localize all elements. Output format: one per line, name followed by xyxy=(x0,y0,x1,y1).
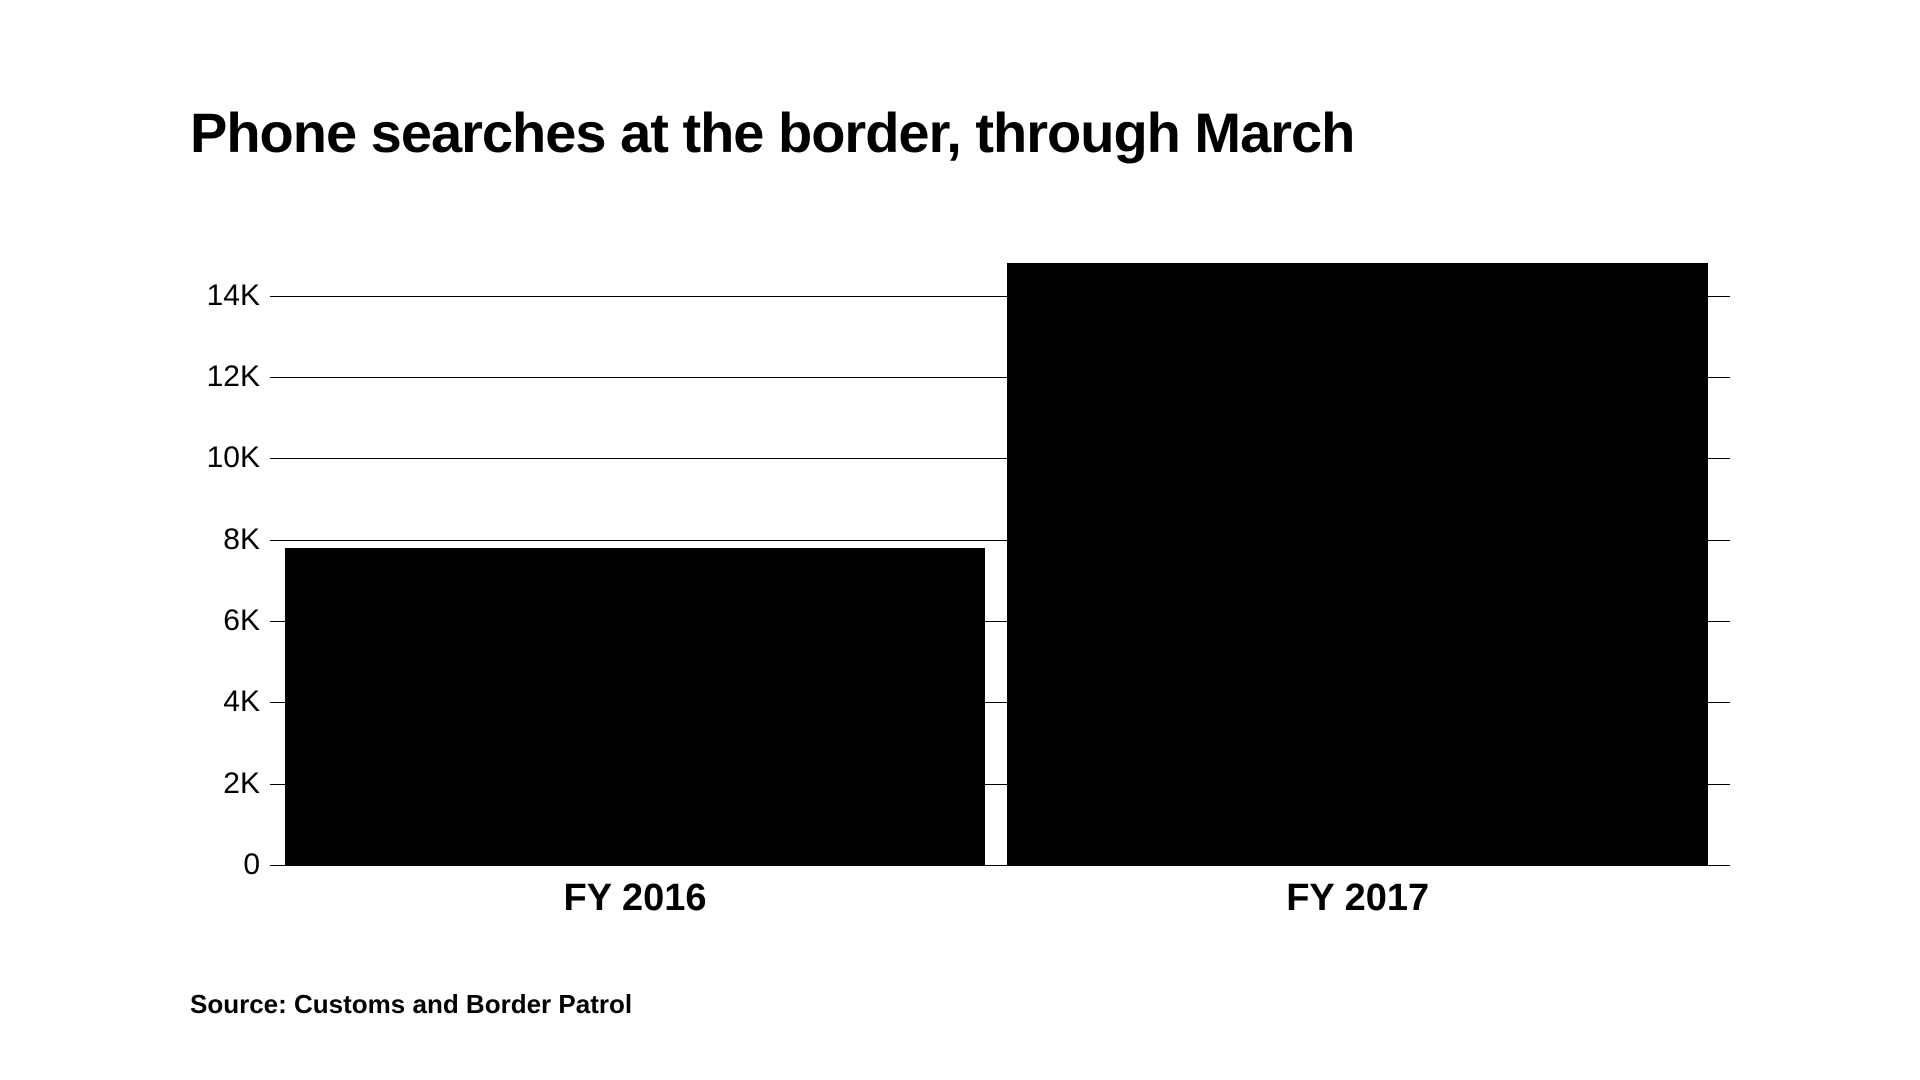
y-tick-label: 6K xyxy=(180,604,260,638)
y-tick-label: 12K xyxy=(180,360,260,394)
gridline xyxy=(270,621,1730,622)
gridline xyxy=(270,784,1730,785)
bar xyxy=(285,548,986,865)
y-tick-label: 4K xyxy=(180,685,260,719)
gridline xyxy=(270,458,1730,459)
x-tick-label: FY 2016 xyxy=(564,877,707,920)
gridline xyxy=(270,377,1730,378)
plot-area xyxy=(270,255,1730,865)
bars-container xyxy=(270,255,1730,865)
x-tick-label: FY 2017 xyxy=(1286,877,1429,920)
gridline xyxy=(270,702,1730,703)
gridline xyxy=(270,296,1730,297)
y-axis-labels: 02K4K6K8K10K12K14K xyxy=(180,255,260,865)
gridline xyxy=(270,865,1730,866)
y-tick-label: 8K xyxy=(180,523,260,557)
y-tick-label: 10K xyxy=(180,441,260,475)
y-tick-label: 0 xyxy=(180,848,260,882)
gridline xyxy=(270,540,1730,541)
y-tick-label: 2K xyxy=(180,767,260,801)
chart-title: Phone searches at the border, through Ma… xyxy=(190,100,1730,165)
chart-container: 02K4K6K8K10K12K14K FY 2016FY 2017 xyxy=(190,255,1730,865)
y-tick-label: 14K xyxy=(180,279,260,313)
bar xyxy=(1007,263,1708,865)
source-text: Source: Customs and Border Patrol xyxy=(190,989,632,1020)
